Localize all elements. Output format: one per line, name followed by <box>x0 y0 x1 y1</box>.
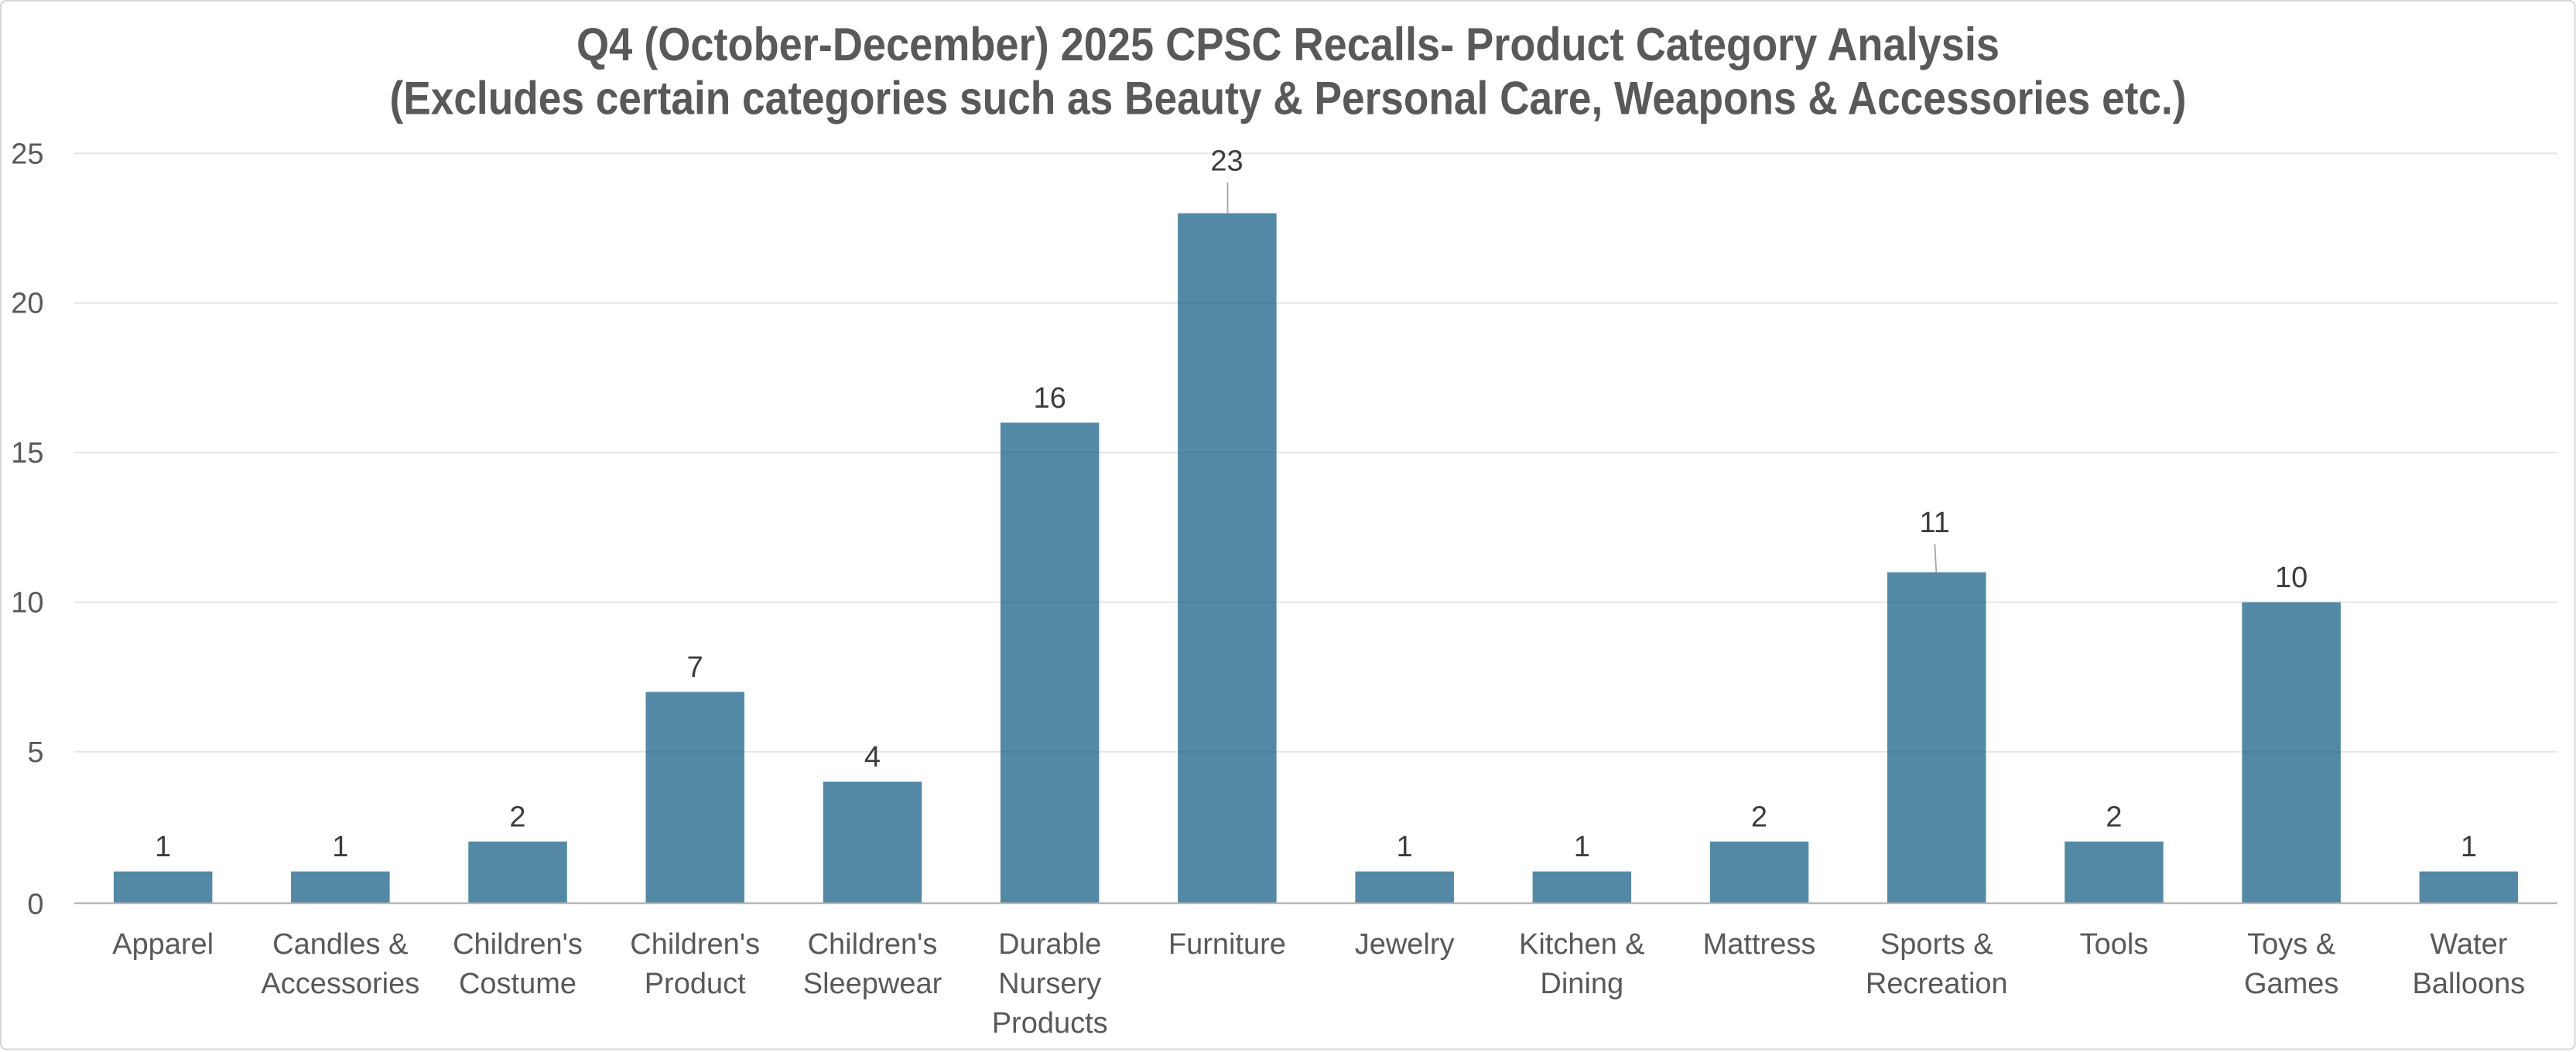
svg-text:Accessories: Accessories <box>261 968 419 1000</box>
svg-text:2: 2 <box>2106 801 2122 833</box>
svg-text:Children's: Children's <box>453 928 583 961</box>
svg-text:Kitchen &: Kitchen & <box>1519 928 1645 961</box>
svg-text:Mattress: Mattress <box>1703 928 1816 961</box>
svg-text:Sleepwear: Sleepwear <box>803 968 942 1000</box>
svg-text:Q4 (October-December) 2025 CPS: Q4 (October-December) 2025 CPSC Recalls-… <box>576 19 2000 70</box>
svg-text:10: 10 <box>11 587 43 620</box>
svg-text:Dining: Dining <box>1540 968 1623 1000</box>
svg-text:1: 1 <box>332 831 348 863</box>
svg-text:11: 11 <box>1919 507 1949 539</box>
svg-text:7: 7 <box>687 651 703 684</box>
svg-text:Costume: Costume <box>459 968 576 1000</box>
svg-text:Jewelry: Jewelry <box>1355 928 1455 961</box>
svg-text:1: 1 <box>1574 831 1590 863</box>
svg-text:Furniture: Furniture <box>1168 928 1286 961</box>
svg-text:Water: Water <box>2430 928 2507 961</box>
svg-text:Candles &: Candles & <box>272 928 408 961</box>
svg-text:Sports &: Sports & <box>1880 928 1993 961</box>
svg-text:20: 20 <box>11 288 43 320</box>
svg-text:1: 1 <box>2461 831 2477 863</box>
svg-text:Recreation: Recreation <box>1866 968 2008 1000</box>
svg-text:Balloons: Balloons <box>2413 968 2526 1000</box>
svg-text:Tools: Tools <box>2080 928 2149 961</box>
svg-text:1: 1 <box>155 831 171 863</box>
svg-text:2: 2 <box>509 801 525 833</box>
svg-text:Durable: Durable <box>998 928 1101 961</box>
svg-text:Children's: Children's <box>630 928 760 961</box>
svg-text:Children's: Children's <box>808 928 938 961</box>
svg-text:23: 23 <box>1210 145 1243 178</box>
svg-text:Products: Products <box>992 1007 1108 1040</box>
svg-text:(Excludes certain categories s: (Excludes certain categories such as Bea… <box>390 73 2187 125</box>
svg-text:0: 0 <box>27 888 43 920</box>
svg-text:4: 4 <box>864 741 881 774</box>
svg-text:16: 16 <box>1034 382 1066 415</box>
svg-text:10: 10 <box>2275 562 2307 594</box>
svg-text:1: 1 <box>1397 831 1413 863</box>
svg-text:Nursery: Nursery <box>998 968 1101 1000</box>
svg-text:Games: Games <box>2244 968 2338 1000</box>
svg-text:5: 5 <box>27 736 43 769</box>
svg-text:2: 2 <box>1751 801 1767 833</box>
svg-text:Product: Product <box>645 968 746 1000</box>
svg-text:25: 25 <box>11 138 43 170</box>
svg-text:Toys &: Toys & <box>2247 928 2335 961</box>
svg-text:Apparel: Apparel <box>112 928 214 961</box>
svg-text:15: 15 <box>11 437 43 470</box>
